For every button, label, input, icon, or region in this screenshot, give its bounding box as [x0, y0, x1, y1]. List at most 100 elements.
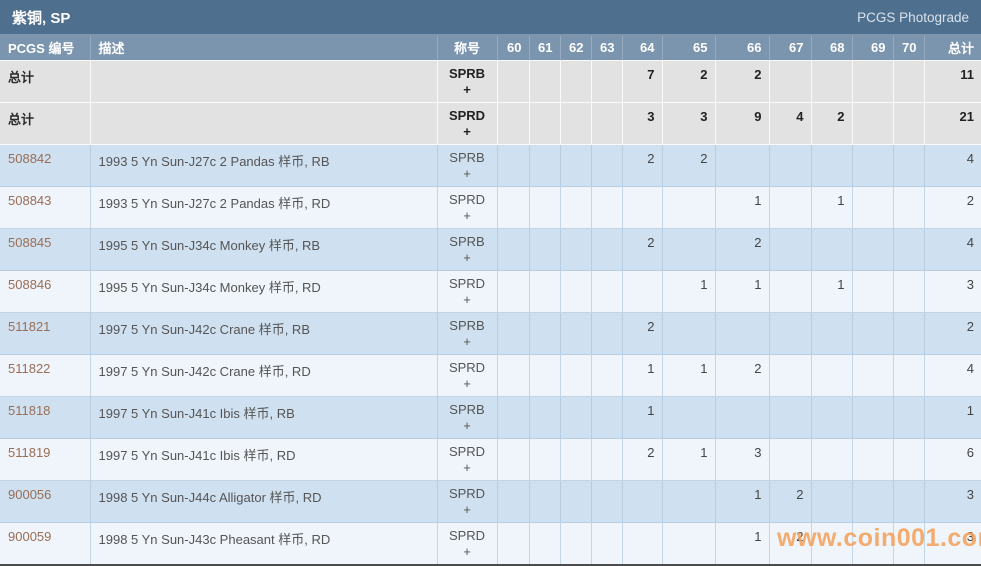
table-row: 900056 1998 5 Yn Sun-J44c Alligator 样币, …	[0, 479, 981, 523]
grade-66-cell: 1	[714, 269, 770, 313]
grade-63-cell	[590, 269, 623, 313]
grade-64-cell	[621, 185, 663, 229]
grade-60-cell	[496, 353, 530, 397]
grade-65-cell	[661, 311, 716, 355]
grade-67-cell	[768, 437, 812, 481]
grade-64-cell	[621, 479, 663, 523]
pcgs-number-link[interactable]: 900056	[8, 486, 52, 502]
pcgs-number-link[interactable]: 511818	[8, 402, 51, 418]
grade-67-cell	[768, 143, 812, 187]
grade-65-cell	[661, 395, 716, 439]
pcgs-number-cell: 总计	[0, 101, 91, 145]
designation-line1: SPRD	[448, 275, 486, 291]
grade-65-cell	[661, 185, 716, 229]
designation-cell: SPRB +	[436, 143, 498, 187]
grade-60-cell	[496, 101, 530, 145]
population-table: PCGS 编号 描述 称号 60 61 62 63 64 65 66 67 68…	[0, 36, 981, 564]
total-cell: 6	[923, 437, 981, 481]
header-grade-64: 64	[621, 36, 662, 60]
designation-line2: +	[463, 333, 471, 349]
grade-64-cell: 2	[621, 227, 663, 271]
pcgs-number-link[interactable]: 508843	[8, 192, 52, 208]
grade-62-cell	[559, 269, 592, 313]
photograde-label: PCGS Photograde	[857, 9, 969, 25]
designation-line1: SPRB	[448, 65, 486, 81]
header-grade-60: 60	[496, 36, 529, 60]
grade-65-cell: 2	[661, 59, 716, 103]
grade-61-cell	[528, 311, 561, 355]
grade-62-cell	[559, 437, 592, 481]
pcgs-number-link[interactable]: 508842	[8, 150, 52, 166]
table-row: 900059 1998 5 Yn Sun-J43c Pheasant 样币, R…	[0, 521, 981, 564]
designation-line2: +	[463, 207, 471, 223]
grade-68-cell	[810, 353, 853, 397]
population-table-body: 总计 SPRB + 7 2 2 11 总计 SPRD + 3 3 9 4 2	[0, 59, 981, 564]
header-grade-62: 62	[559, 36, 591, 60]
grade-69-cell	[851, 395, 894, 439]
total-cell: 21	[923, 101, 981, 145]
grade-70-cell	[892, 185, 925, 229]
table-row: 508846 1995 5 Yn Sun-J34c Monkey 样币, RD …	[0, 269, 981, 313]
pcgs-number-link: 总计	[8, 111, 35, 127]
grade-60-cell	[496, 227, 530, 271]
pcgs-number-link[interactable]: 511819	[8, 444, 51, 460]
pcgs-number-link[interactable]: 900059	[8, 528, 52, 544]
grade-62-cell	[559, 227, 592, 271]
table-row: 总计 SPRB + 7 2 2 11	[0, 59, 981, 103]
grade-61-cell	[528, 101, 561, 145]
grade-61-cell	[528, 395, 561, 439]
grade-68-cell	[810, 143, 853, 187]
grade-66-cell: 2	[714, 227, 770, 271]
grade-68-cell	[810, 479, 853, 523]
total-cell: 3	[923, 479, 981, 523]
grade-64-cell: 2	[621, 143, 663, 187]
grade-67-cell	[768, 59, 812, 103]
designation-line2: +	[463, 375, 471, 391]
grade-69-cell	[851, 479, 894, 523]
grade-69-cell	[851, 185, 894, 229]
designation-line2: +	[463, 81, 471, 97]
pcgs-number-cell: 511818	[0, 395, 91, 439]
description-cell: 1995 5 Yn Sun-J34c Monkey 样币, RB	[89, 227, 438, 271]
grade-69-cell	[851, 269, 894, 313]
grade-68-cell: 1	[810, 185, 853, 229]
designation-cell: SPRB +	[436, 311, 498, 355]
grade-61-cell	[528, 269, 561, 313]
table-row: 511819 1997 5 Yn Sun-J41c Ibis 样币, RD SP…	[0, 437, 981, 481]
header-designation: 称号	[436, 36, 497, 60]
grade-63-cell	[590, 101, 623, 145]
grade-62-cell	[559, 101, 592, 145]
pcgs-number-link[interactable]: 511822	[8, 360, 51, 376]
grade-67-cell: 4	[768, 101, 812, 145]
grade-66-cell: 1	[714, 479, 770, 523]
pcgs-number-link[interactable]: 508845	[8, 234, 52, 250]
grade-69-cell	[851, 59, 894, 103]
table-row: 511818 1997 5 Yn Sun-J41c Ibis 样币, RB SP…	[0, 395, 981, 439]
designation-cell: SPRD +	[436, 185, 498, 229]
section-titlebar: 紫铜, SP PCGS Photograde	[0, 0, 981, 36]
designation-line1: SPRB	[449, 233, 485, 249]
grade-67-cell: 2	[768, 479, 812, 523]
designation-cell: SPRD +	[436, 269, 498, 313]
pcgs-number-link[interactable]: 511821	[8, 318, 51, 334]
grade-67-cell: 2	[768, 521, 812, 564]
grade-70-cell	[892, 269, 925, 313]
pcgs-number-cell: 511821	[0, 311, 91, 355]
designation-line1: SPRD	[448, 485, 486, 501]
table-header-row: PCGS 编号 描述 称号 60 61 62 63 64 65 66 67 68…	[0, 36, 981, 60]
designation-line1: SPRD	[448, 443, 486, 459]
designation-line1: SPRD	[448, 191, 486, 207]
grade-68-cell	[810, 521, 853, 564]
grade-67-cell	[768, 269, 812, 313]
table-row: 总计 SPRD + 3 3 9 4 2 21	[0, 101, 981, 145]
grade-65-cell: 2	[661, 143, 716, 187]
description-cell: 1995 5 Yn Sun-J34c Monkey 样币, RD	[89, 269, 438, 313]
grade-64-cell: 2	[621, 311, 663, 355]
header-grade-67: 67	[768, 36, 811, 60]
grade-61-cell	[528, 143, 561, 187]
grade-64-cell	[621, 269, 663, 313]
pcgs-number-link[interactable]: 508846	[8, 276, 52, 292]
designation-cell: SPRD +	[436, 437, 498, 481]
grade-60-cell	[496, 59, 530, 103]
